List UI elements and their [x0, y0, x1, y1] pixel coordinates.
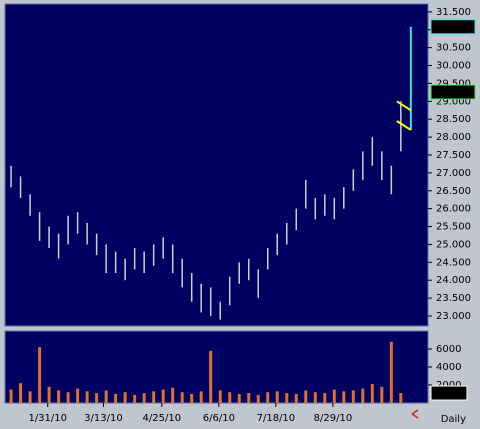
- volume-bar: [389, 341, 393, 403]
- volume-bar: [209, 350, 213, 403]
- scroll-arrow[interactable]: [411, 409, 419, 419]
- volume-bar: [285, 393, 289, 403]
- volume-bar: [256, 394, 260, 403]
- volume-bar: [370, 384, 374, 403]
- y-tick-label: 24.500: [436, 257, 471, 268]
- y-tick-label: 26.000: [436, 204, 471, 215]
- y2-tick-label: 2000: [436, 380, 461, 391]
- x-tick-label: 3/13/10: [84, 413, 123, 424]
- volume-bar: [247, 393, 251, 403]
- y-tick-label: 31.500: [436, 7, 471, 18]
- volume-bar: [76, 388, 80, 403]
- volume-bar: [114, 394, 118, 403]
- volume-bar: [266, 392, 270, 403]
- volume-bar: [399, 393, 403, 403]
- volume-bar: [332, 389, 336, 403]
- x-tick-label: 1/31/10: [28, 413, 67, 424]
- volume-bar: [380, 386, 384, 403]
- y-tick-label: 28.500: [436, 114, 471, 125]
- y2-tick-label: 4000: [436, 362, 461, 373]
- volume-bar: [313, 392, 317, 403]
- y-tick-label: 23.500: [436, 293, 471, 304]
- y-tick-label: 26.500: [436, 186, 471, 197]
- flag: [396, 100, 412, 131]
- volume-bar: [57, 390, 61, 403]
- volume-bar: [9, 389, 13, 403]
- volume-panel: [4, 330, 429, 404]
- volume-bar: [361, 388, 365, 403]
- volume-bar: [161, 389, 165, 403]
- x-tick-label: 8/29/10: [314, 413, 353, 424]
- volume-bar: [228, 392, 232, 403]
- volume-bar: [294, 394, 298, 403]
- volume-bar: [28, 391, 32, 403]
- projection-box: [430, 19, 476, 35]
- y-tick-label: 25.000: [436, 239, 471, 250]
- y-tick-label: 27.000: [436, 168, 471, 179]
- volume-bar: [95, 393, 99, 403]
- y-tick-label: 28.000: [436, 132, 471, 143]
- y2-tick-label: 6000: [436, 344, 461, 355]
- y-tick-label: 23.000: [436, 311, 471, 322]
- volume-bar: [47, 386, 51, 403]
- volume-bar: [171, 387, 175, 403]
- volume-bar: [152, 391, 156, 403]
- volume-bar: [38, 347, 42, 403]
- last-price-box: [430, 84, 476, 100]
- volume-bar: [142, 393, 146, 403]
- volume-bar: [237, 394, 241, 403]
- last-price-label: 29.260: [434, 87, 469, 98]
- volume-bar: [323, 393, 327, 403]
- y-tick-label: 25.500: [436, 222, 471, 233]
- volume-bar: [351, 390, 355, 403]
- y-tick-label: 29.000: [436, 96, 471, 107]
- volume-bar: [342, 391, 346, 403]
- volume-bar: [85, 391, 89, 403]
- y-tick-label: 30.500: [436, 43, 471, 54]
- last-volume-box: [430, 385, 468, 401]
- x-tick-label: 6/6/10: [203, 413, 235, 424]
- volume-bar: [190, 394, 194, 403]
- x-tick-label: 7/18/10: [257, 413, 296, 424]
- x-tick-label: 4/25/10: [143, 413, 182, 424]
- y-tick-label: 30.000: [436, 61, 471, 72]
- volume-bar: [123, 392, 127, 403]
- volume-bar: [19, 383, 23, 403]
- volume-bar: [133, 394, 137, 403]
- last-volume-label: 1107: [435, 388, 460, 399]
- volume-bar: [199, 391, 203, 403]
- period-label: Daily: [441, 414, 466, 425]
- projection-label: 31.083: [434, 22, 469, 33]
- y-tick-label: 27.500: [436, 150, 471, 161]
- volume-bar: [218, 390, 222, 403]
- volume-bar: [275, 391, 279, 403]
- y-tick-label: 29.500: [436, 78, 471, 89]
- price-panel: [4, 3, 429, 327]
- y-tick-label: 24.000: [436, 275, 471, 286]
- volume-bar: [104, 390, 108, 403]
- volume-bar: [180, 392, 184, 403]
- volume-bar: [66, 392, 70, 403]
- volume-bar: [304, 390, 308, 403]
